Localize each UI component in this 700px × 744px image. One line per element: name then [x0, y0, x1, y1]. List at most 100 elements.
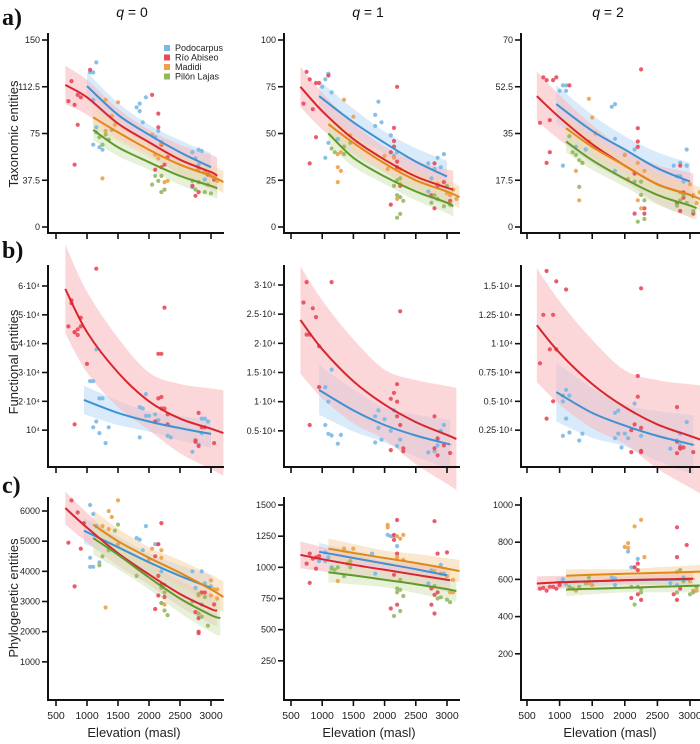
y-tick-label: 1000 — [256, 562, 276, 572]
point-río-abiseo — [310, 306, 315, 311]
axes: 500 1000 1500 2000 2500 3000 200 400 600 800 1000 — [493, 497, 700, 722]
point-río-abiseo — [541, 312, 546, 317]
point-pilón-lajas — [398, 587, 403, 592]
point-podocarpus — [146, 413, 152, 418]
point-podocarpus — [609, 575, 614, 580]
point-río-abiseo — [537, 586, 543, 591]
point-río-abiseo — [441, 180, 446, 185]
point-pilón-lajas — [159, 173, 164, 178]
point-podocarpus — [426, 189, 431, 194]
point-podocarpus — [196, 162, 201, 167]
point-podocarpus — [612, 436, 618, 441]
point-madidi — [626, 541, 631, 546]
axes: 500 1000 1500 2000 2500 3000 1000 2000 3000 4000 5… — [20, 497, 224, 722]
y-tick-label: 0.75·10⁴ — [479, 368, 514, 378]
point-podocarpus — [94, 419, 99, 424]
point-río-abiseo — [69, 79, 74, 84]
point-pilón-lajas — [691, 208, 696, 214]
y-tick-label: 37.5 — [22, 175, 40, 185]
point-podocarpus — [323, 385, 328, 390]
point-pilón-lajas — [691, 590, 696, 595]
point-río-abiseo — [429, 602, 434, 607]
point-podocarpus — [560, 433, 566, 438]
point-podocarpus — [564, 88, 569, 93]
point-madidi — [635, 198, 640, 203]
x-tick-label: 3000 — [199, 710, 223, 722]
panel-c_q1: 500 1000 1500 2000 2500 3000 250 500 750 1000 1250… — [256, 497, 460, 722]
data-points — [66, 60, 220, 198]
fit-lines — [64, 288, 224, 435]
point-madidi — [694, 200, 699, 206]
ylabel-functional: Functional entities — [6, 309, 21, 414]
point-río-abiseo — [156, 396, 161, 401]
point-río-abiseo — [301, 300, 306, 305]
point-río-abiseo — [629, 595, 634, 601]
legend-label: Río Abiseo — [175, 53, 219, 63]
fit-line-podocarpus — [83, 398, 212, 435]
y-tick-label: 150 — [25, 35, 40, 45]
fit-line-podocarpus — [83, 529, 212, 589]
point-podocarpus — [202, 177, 207, 182]
point-madidi — [208, 578, 214, 583]
point-río-abiseo — [541, 585, 546, 590]
point-río-abiseo — [395, 382, 400, 387]
point-podocarpus — [202, 416, 207, 421]
point-río-abiseo — [307, 580, 312, 586]
point-pilón-lajas — [570, 150, 575, 155]
point-río-abiseo — [537, 361, 543, 366]
point-río-abiseo — [691, 450, 696, 455]
point-podocarpus — [91, 511, 96, 517]
point-podocarpus — [560, 163, 566, 168]
data-points — [301, 280, 453, 458]
point-podocarpus — [564, 416, 569, 421]
fit-line-madidi — [328, 547, 460, 573]
column-title-q1: q = 1 — [352, 4, 384, 20]
point-pilón-lajas — [398, 211, 403, 216]
point-pilón-lajas — [391, 183, 397, 188]
point-madidi — [385, 525, 390, 530]
point-pilón-lajas — [329, 146, 334, 151]
point-río-abiseo — [395, 414, 400, 419]
point-madidi — [639, 517, 644, 523]
point-podocarpus — [373, 571, 378, 576]
point-podocarpus — [140, 120, 145, 125]
point-podocarpus — [438, 165, 443, 170]
point-madidi — [395, 196, 400, 201]
point-podocarpus — [560, 83, 566, 88]
point-pilón-lajas — [199, 614, 204, 619]
point-podocarpus — [335, 137, 340, 142]
x-tick-label: 1500 — [342, 710, 366, 722]
x-tick-label: 2500 — [646, 710, 670, 722]
fit-line-podocarpus — [318, 550, 448, 577]
point-río-abiseo — [678, 163, 683, 168]
point-madidi — [642, 555, 647, 560]
point-río-abiseo — [432, 519, 437, 524]
point-río-abiseo — [212, 441, 217, 446]
legend-label: Madidi — [175, 62, 202, 72]
point-río-abiseo — [307, 77, 312, 82]
y-tick-label: 25 — [266, 175, 276, 185]
point-río-abiseo — [678, 208, 683, 214]
point-madidi — [391, 155, 397, 160]
point-río-abiseo — [554, 586, 559, 591]
point-madidi — [385, 166, 390, 172]
point-río-abiseo — [78, 546, 83, 551]
point-río-abiseo — [547, 118, 552, 123]
point-pilón-lajas — [577, 184, 582, 189]
point-pilón-lajas — [674, 203, 680, 208]
point-podocarpus — [426, 161, 431, 166]
fit-lines — [64, 507, 224, 620]
legend-item: Madidi — [164, 62, 202, 72]
point-río-abiseo — [395, 84, 400, 89]
y-tick-label: 6000 — [20, 506, 40, 516]
point-pilón-lajas — [395, 193, 400, 198]
point-río-abiseo — [202, 590, 207, 595]
point-río-abiseo — [435, 436, 440, 441]
column-title-q2: q = 2 — [592, 4, 624, 20]
y-tick-label: 0.5·10⁴ — [247, 426, 277, 436]
point-río-abiseo — [304, 69, 309, 74]
point-pilón-lajas — [435, 596, 440, 601]
point-podocarpus — [326, 399, 331, 404]
point-podocarpus — [137, 101, 142, 106]
point-río-abiseo — [635, 561, 640, 566]
